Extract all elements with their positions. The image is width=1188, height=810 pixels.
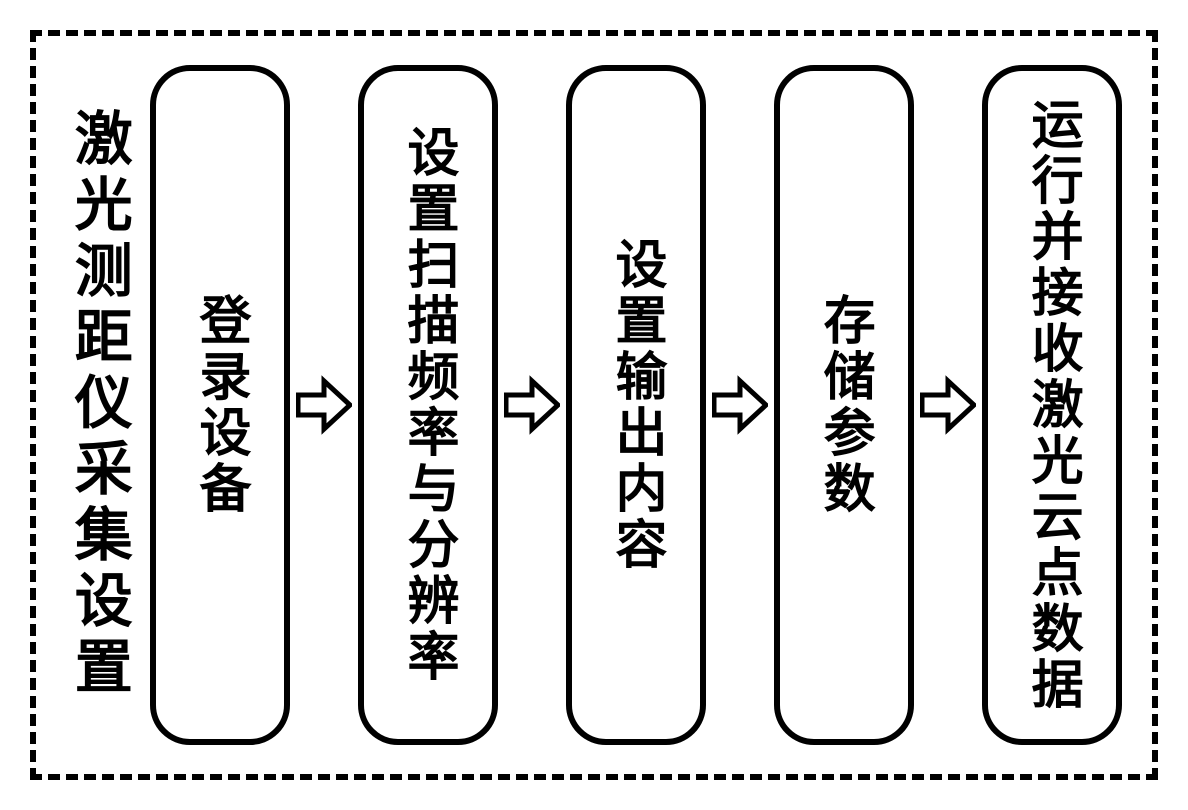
step-box-5: 运行并接收激光云点数据 [982,65,1122,745]
step-box-3: 设置输出内容 [566,65,706,745]
step-label: 存储参数 [813,293,875,517]
step-label: 登录设备 [189,293,251,517]
step-box-2: 设置扫描频率与分辨率 [358,65,498,745]
step-box-4: 存储参数 [774,65,914,745]
arrow-icon [296,375,352,435]
step-label: 运行并接收激光云点数据 [1021,97,1083,713]
diagram-container: 激光测距仪采集设置 登录设备 设置扫描频率与分辨率 设置输出内容 [30,30,1158,780]
arrow-icon [712,375,768,435]
steps-row: 登录设备 设置扫描频率与分辨率 设置输出内容 存储参数 [150,65,1122,745]
step-label: 设置扫描频率与分辨率 [397,125,459,685]
step-box-1: 登录设备 [150,65,290,745]
arrow-icon [920,375,976,435]
arrow-icon [504,375,560,435]
step-label: 设置输出内容 [605,237,667,573]
diagram-title: 激光测距仪采集设置 [66,108,130,702]
